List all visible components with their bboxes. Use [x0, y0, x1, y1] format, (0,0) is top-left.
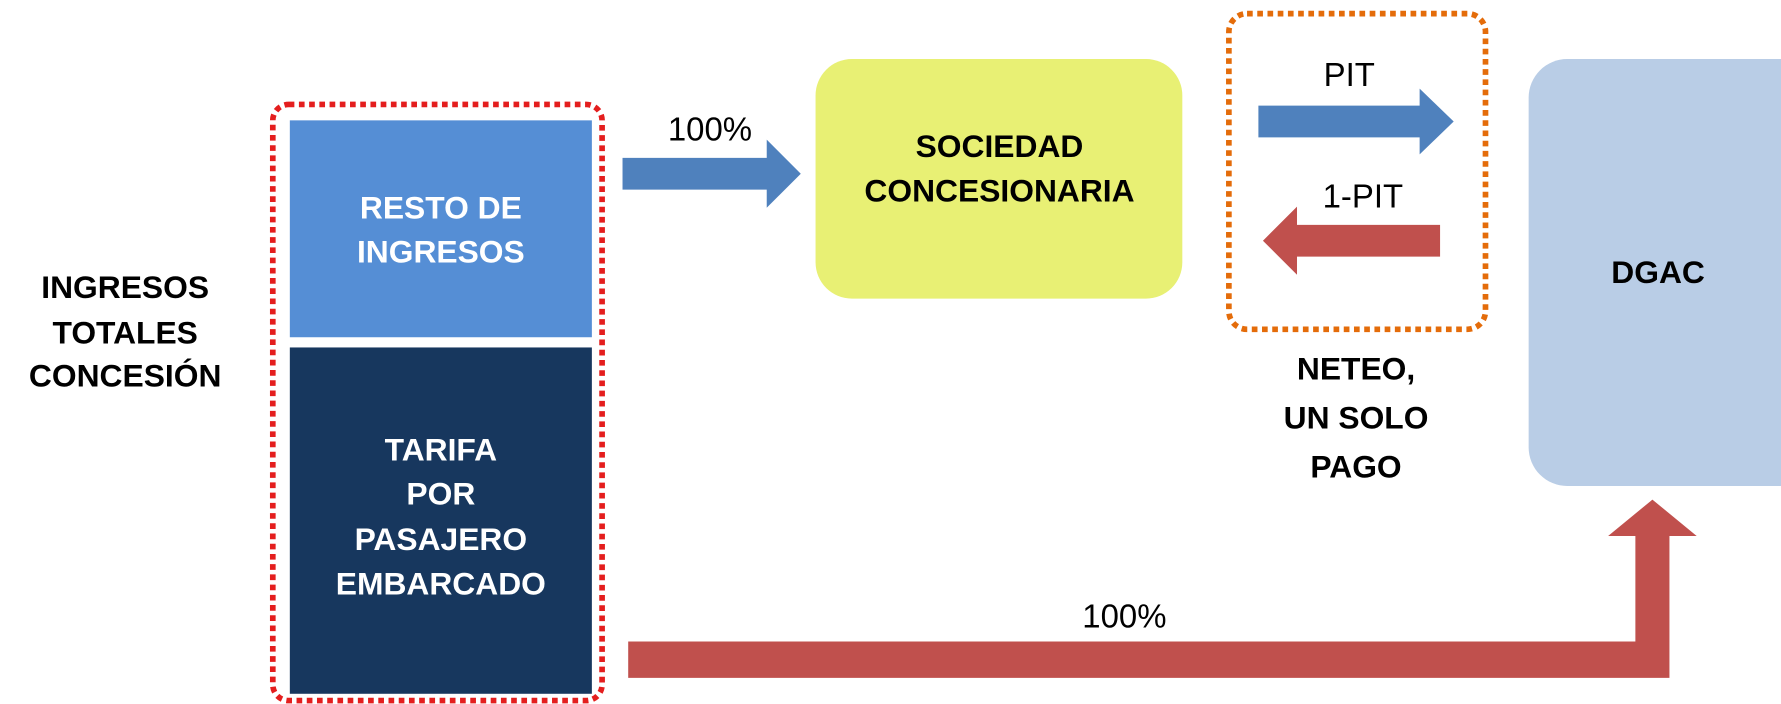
arrow: [1262, 206, 1441, 275]
label-line: SOCIEDAD: [916, 128, 1084, 164]
label-line: PASAJERO: [355, 521, 527, 557]
label-line: INGRESOS: [357, 234, 525, 270]
netting-label: NETEO, UN SOLO PAGO: [1284, 351, 1429, 485]
label-line: CONCESIÓN: [29, 358, 221, 394]
label-line: TARIFA: [385, 431, 497, 467]
label-line: INGRESOS: [41, 269, 209, 305]
group-outline: [269, 101, 605, 704]
netting-outline: [1226, 10, 1489, 333]
arrow-label: 100%: [668, 110, 752, 147]
dgac-box: [1528, 59, 1781, 486]
label-line: CONCESIONARIA: [864, 172, 1134, 208]
arrow-label: PIT: [1324, 56, 1375, 93]
resto-label: RESTO DE INGRESOS: [357, 189, 525, 269]
dgac-label: DGAC: [1611, 254, 1705, 290]
resto-box: [289, 120, 592, 338]
label-line: UN SOLO: [1284, 400, 1429, 436]
arrow: [628, 499, 1697, 678]
label-line: POR: [406, 476, 475, 512]
label-line: TOTALES: [52, 314, 197, 350]
arrow-label: 1-PIT: [1323, 177, 1403, 214]
label-line: RESTO DE: [360, 189, 522, 225]
arrow: [1258, 88, 1454, 155]
label-line: EMBARCADO: [336, 565, 546, 601]
source-label: INGRESOS TOTALES CONCESIÓN: [29, 269, 221, 394]
tarifa-box: [289, 347, 592, 694]
arrow: [622, 139, 801, 208]
label-line: NETEO,: [1297, 351, 1415, 387]
arrow-label: 100%: [1082, 598, 1166, 635]
label-line: PAGO: [1310, 448, 1401, 484]
tarifa-label: TARIFA POR PASAJERO EMBARCADO: [336, 431, 546, 601]
sociedad-box: [815, 59, 1183, 299]
sociedad-label: SOCIEDAD CONCESIONARIA: [864, 128, 1134, 208]
